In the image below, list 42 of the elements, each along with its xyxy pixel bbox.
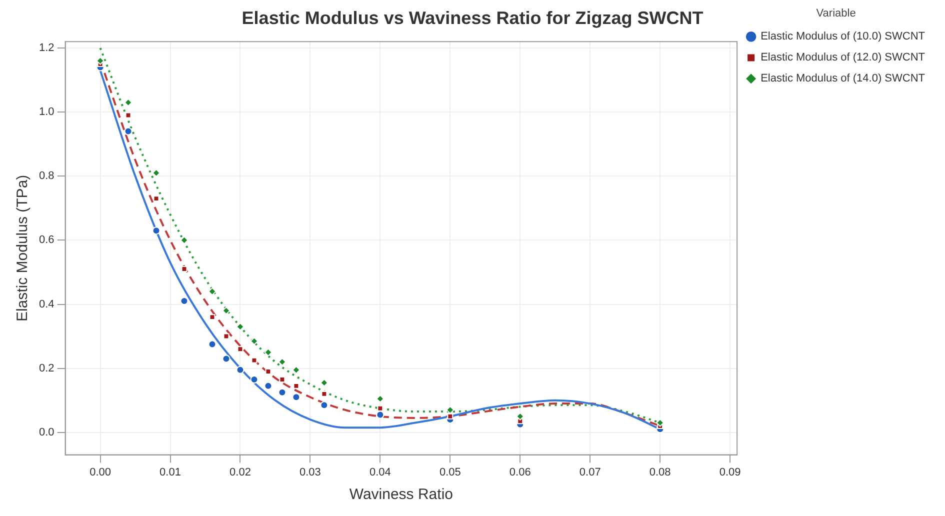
y-tick-label: 0.2 (38, 362, 54, 374)
legend-label: Elastic Modulus of (12.0) SWCNT (760, 52, 926, 64)
legend-label: Elastic Modulus of (10.0) SWCNT (760, 30, 926, 43)
x-tick-label: 0.03 (300, 466, 321, 478)
point (447, 413, 454, 420)
y-tick-label: 0.4 (38, 298, 54, 310)
point (320, 401, 328, 410)
point (236, 366, 244, 374)
point (264, 382, 272, 390)
x-tick-label: 0.08 (649, 466, 671, 478)
legend-title: Variable (816, 8, 856, 20)
point (208, 340, 216, 348)
point (376, 410, 384, 419)
x-axis-title: Waviness Ratio (349, 486, 454, 504)
x-tick-label: 0.05 (439, 466, 461, 478)
point (446, 406, 454, 414)
x-tick-label: 0.06 (509, 466, 531, 478)
point (236, 322, 244, 331)
point (124, 127, 132, 136)
y-tick-label: 1.2 (38, 42, 54, 54)
point (292, 393, 300, 402)
y-tick-label: 1.0 (38, 106, 54, 118)
point (152, 226, 160, 235)
x-tick-label: 0.07 (579, 466, 601, 478)
y-tick-label: 0.0 (38, 426, 54, 438)
x-tick-label: 0.00 (90, 466, 111, 478)
point (265, 368, 272, 374)
x-tick-label: 0.09 (719, 466, 741, 478)
y-tick-label: 0.8 (38, 170, 54, 182)
y-tick-label: 0.6 (38, 234, 54, 246)
point (278, 388, 286, 396)
x-tick-label: 0.02 (230, 466, 251, 478)
x-tick-label: 0.01 (160, 466, 181, 478)
x-tick-label: 0.04 (369, 466, 391, 478)
point (222, 354, 230, 363)
y-axis-title: Elastic Modulus (TPa) (14, 174, 32, 322)
chart-title: Elastic Modulus vs Waviness Ratio for Zigzag SWCNT (242, 8, 704, 28)
point (180, 297, 188, 306)
legend-label: Elastic Modulus of (14.0) SWCNT (760, 72, 926, 85)
point (208, 287, 216, 296)
point (250, 376, 258, 384)
point (377, 405, 384, 412)
